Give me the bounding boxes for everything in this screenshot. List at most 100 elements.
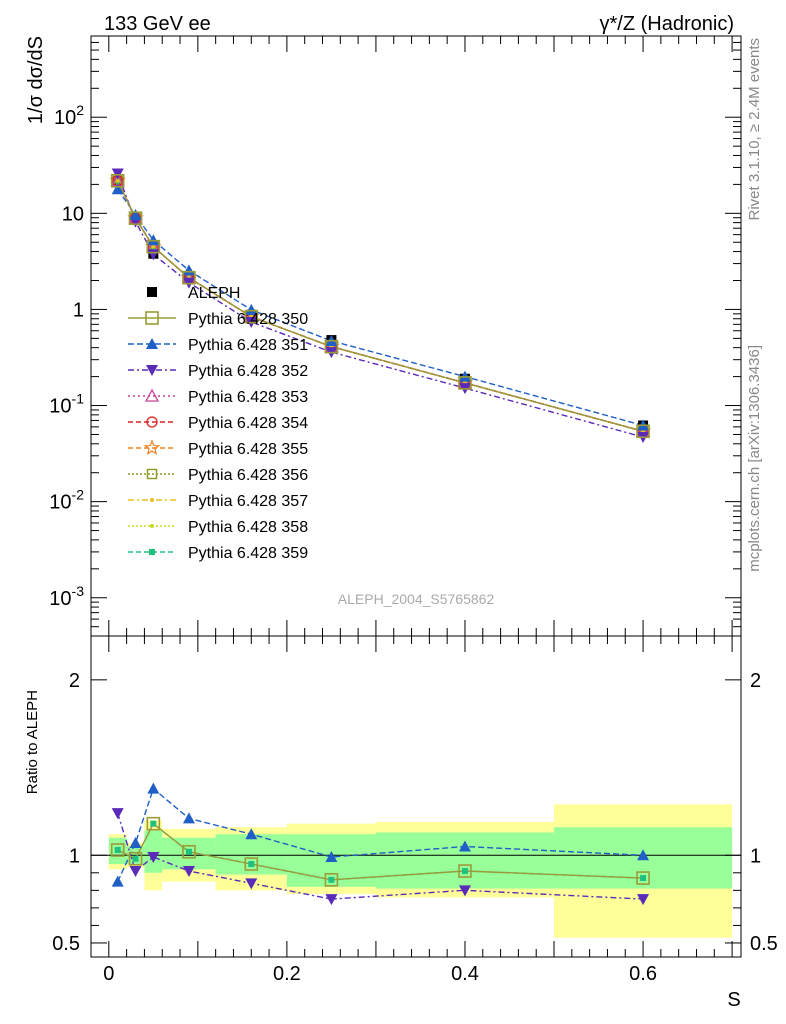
ratio-series-line [117,812,644,900]
ratio-series-marker [129,866,142,878]
mcplots-label: mcplots.cern.ch [arXiv:1306.3436] [746,345,763,572]
series-marker [147,234,160,246]
ratio-series-marker [636,871,650,885]
series-marker [458,376,472,390]
ratio-series-marker [111,875,124,887]
legend-label: Pythia 6.428 351 [188,337,308,354]
legend-marker [143,439,161,456]
ratio-series-marker [182,844,196,859]
ratio-series-marker [182,812,195,824]
ratio-series-marker [146,816,161,831]
legend-label: Pythia 6.428 350 [188,311,308,328]
x-tick-label: 0.2 [273,963,301,985]
main-plot-panel: 10-3 10-2 10-1 1 10 102 [49,35,742,637]
ratio-series-marker [248,861,255,868]
ratio-series-marker [110,843,125,857]
legend-label-data: ALEPH [188,285,240,302]
main-y-tick-label: 10 [62,203,84,225]
legend-marker [150,524,154,528]
legend-marker [145,311,159,325]
series-marker [146,239,161,254]
legend-marker [149,549,155,555]
ratio-plot-frame [90,635,742,958]
analysis-watermark: ALEPH_2004_S5765862 [338,591,495,607]
ratio-series-marker [461,868,468,875]
series-marker [129,209,142,221]
x-axis-title: S [727,989,740,1011]
ratio-y-tick-label: 0.5 [52,933,80,955]
main-y-tick-label: 10-2 [49,487,84,514]
legend-label: Pythia 6.428 354 [188,415,308,432]
legend-marker [146,416,158,428]
ratio-series-line [117,787,644,882]
ratio-series-marker [150,820,157,827]
ratio-series-marker [328,876,335,883]
legend-label: Pythia 6.428 353 [188,389,308,406]
legend-label: Pythia 6.428 352 [188,363,308,380]
x-tick-label: 0.6 [629,963,657,985]
series-marker [324,339,339,354]
ratio-series-marker [640,875,647,882]
x-tick-label: 0.4 [451,963,479,985]
series-marker [111,168,124,180]
ratio-series-marker [244,857,259,871]
legend-label: Pythia 6.428 355 [188,441,308,458]
legend-label: Pythia 6.428 359 [188,545,308,562]
series-marker [636,424,650,439]
main-y-axis-title: 1/σ dσ/dS [25,36,47,124]
ratio-series-marker [245,878,258,890]
ratio-series-marker [147,782,160,794]
ratio-y-axis-title: Ratio to ALEPH [24,690,41,794]
main-series-line [117,173,644,438]
series-marker [115,178,120,183]
series-marker [182,264,195,276]
legend-label: Pythia 6.428 356 [188,467,308,484]
main-y-tick-label: 1 [73,299,84,321]
legend-marker-data [147,287,157,297]
ratio-y-tick-label-right: 2 [750,670,761,692]
ratio-series-marker [128,851,143,866]
ratio-series-marker [637,894,650,906]
legend-marker [146,365,158,376]
main-y-tick-label: 10-3 [49,583,84,610]
series-marker [151,244,156,249]
x-tick-label: 0 [103,963,114,985]
legend-label: Pythia 6.428 358 [188,519,308,536]
ratio-y-tick-label: 1 [69,845,80,867]
header-right-label: γ*/Z (Hadronic) [600,13,734,35]
series-marker [111,183,124,195]
legend-marker [150,498,154,502]
ratio-series-marker [458,885,471,897]
main-y-tick-label: 102 [54,102,84,129]
ratio-y-tick-label-right: 1 [750,845,761,867]
ratio-series-marker [147,852,160,864]
main-y-tick-label: 10-1 [49,391,84,418]
ratio-plot-panel: 0.5 0.5 1 1 2 2 0 0.2 0.4 0.6 [52,635,778,985]
series-marker [245,303,258,315]
series-marker [182,270,196,285]
legend-label: Pythia 6.428 357 [188,493,308,510]
ratio-series-marker [114,847,121,853]
rivet-version-label: Rivet 3.1.10, ≥ 2.4M events [746,38,763,221]
ratio-series-marker [111,808,124,820]
uncertainty-band-inner [144,830,163,873]
ratio-series-marker [245,828,258,840]
ratio-series-marker [129,836,142,848]
ratio-series-marker [325,894,338,906]
series-marker [128,211,143,225]
ratio-series-marker [325,851,338,863]
ratio-series-marker [182,866,195,878]
legend-marker [146,338,158,349]
ratio-series-marker [324,873,339,887]
legend-marker [144,388,160,402]
ratio-series-marker [185,848,192,855]
ratio-y-tick-label-right: 0.5 [750,933,778,955]
series-marker [244,309,259,324]
ratio-series-marker [132,855,139,862]
legend-marker [146,468,158,480]
ratio-series-marker [637,849,650,861]
ratio-y-tick-label: 2 [69,670,80,692]
ratio-series-marker [458,840,471,852]
series-marker [110,173,125,188]
